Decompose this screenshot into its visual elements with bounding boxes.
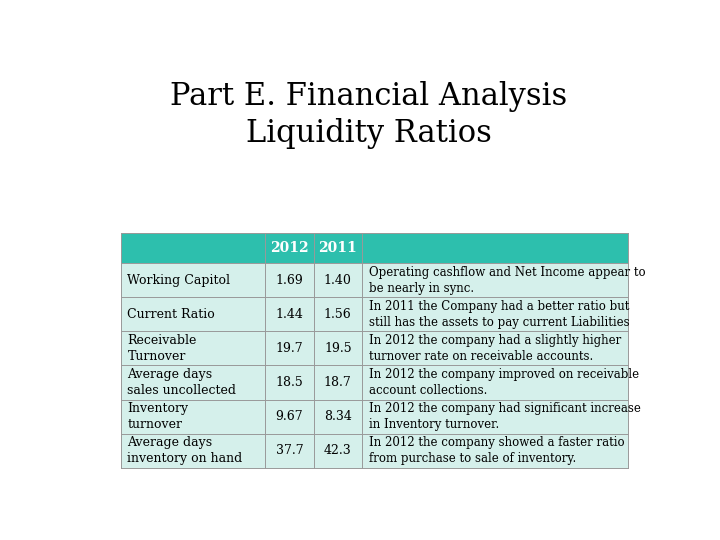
Bar: [121, 297, 629, 332]
Text: Current Ratio: Current Ratio: [127, 308, 215, 321]
Text: Part E. Financial Analysis
Liquidity Ratios: Part E. Financial Analysis Liquidity Rat…: [171, 82, 567, 150]
Text: 37.7: 37.7: [276, 444, 303, 457]
Text: Average days
inventory on hand: Average days inventory on hand: [127, 436, 243, 465]
Text: 18.7: 18.7: [324, 376, 351, 389]
Text: Operating cashflow and Net Income appear to
be nearly in sync.: Operating cashflow and Net Income appear…: [369, 266, 645, 295]
Text: 2011: 2011: [318, 241, 357, 255]
Text: 8.34: 8.34: [324, 410, 351, 423]
Text: 1.40: 1.40: [324, 274, 351, 287]
Text: In 2012 the company had significant increase
in Inventory turnover.: In 2012 the company had significant incr…: [369, 402, 641, 431]
Text: In 2012 the company had a slightly higher
turnover rate on receivable accounts.: In 2012 the company had a slightly highe…: [369, 334, 621, 363]
Text: 1.69: 1.69: [276, 274, 303, 287]
Text: 9.67: 9.67: [276, 410, 303, 423]
Bar: [121, 263, 629, 297]
Text: In 2012 the company showed a faster ratio
from purchase to sale of inventory.: In 2012 the company showed a faster rati…: [369, 436, 624, 465]
Bar: [121, 332, 629, 366]
Text: 1.56: 1.56: [324, 308, 351, 321]
Text: In 2012 the company improved on receivable
account collections.: In 2012 the company improved on receivab…: [369, 368, 639, 397]
Text: In 2011 the Company had a better ratio but
still has the assets to pay current L: In 2011 the Company had a better ratio b…: [369, 300, 629, 329]
Text: 1.44: 1.44: [276, 308, 303, 321]
Text: Inventory
turnover: Inventory turnover: [127, 402, 189, 431]
Text: Average days
sales uncollected: Average days sales uncollected: [127, 368, 236, 397]
Text: 19.7: 19.7: [276, 342, 303, 355]
Text: 42.3: 42.3: [324, 444, 351, 457]
Text: Working Capitol: Working Capitol: [127, 274, 230, 287]
Bar: [121, 366, 629, 400]
Text: 2012: 2012: [270, 241, 309, 255]
Text: 19.5: 19.5: [324, 342, 351, 355]
Bar: [121, 233, 629, 263]
Text: Receivable
Turnover: Receivable Turnover: [127, 334, 197, 363]
Bar: [121, 400, 629, 434]
Bar: [121, 434, 629, 468]
Text: 18.5: 18.5: [276, 376, 303, 389]
